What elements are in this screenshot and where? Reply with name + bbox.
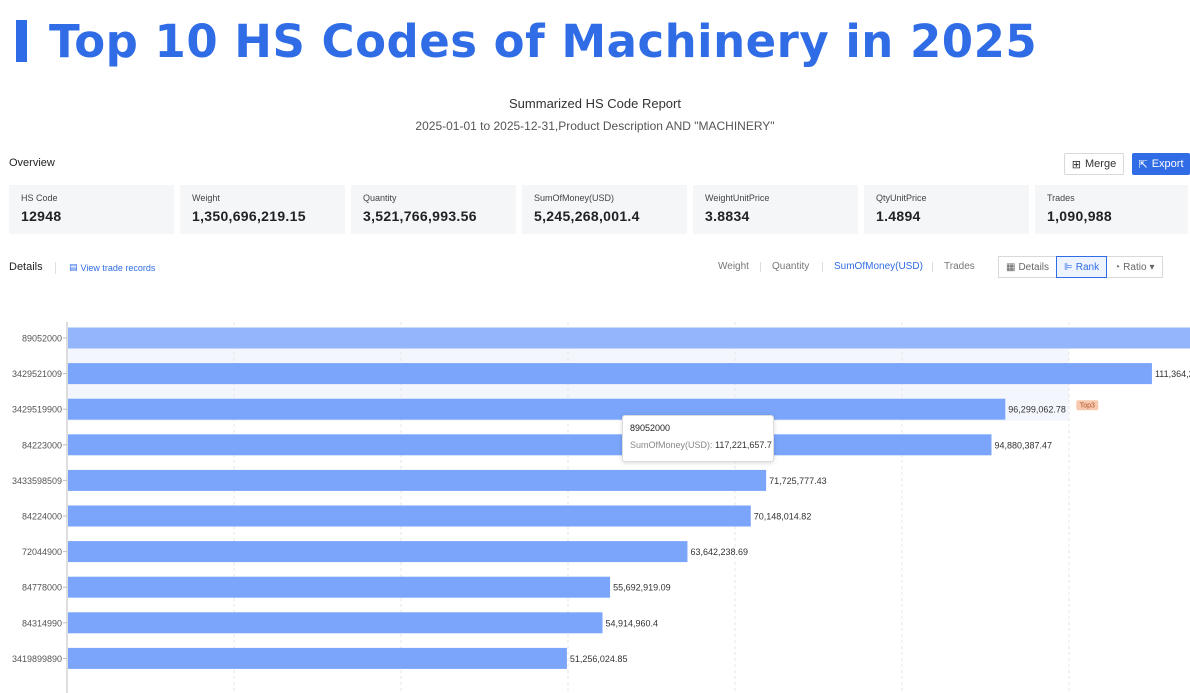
report-title: Summarized HS Code Report [509, 96, 681, 111]
view-switcher: ▦ Details ⊫ Rank ◔ Ratio ▾ [998, 256, 1163, 278]
overview-cards: HS Code 12948 Weight 1,350,696,219.15 Qu… [9, 185, 1188, 234]
card-label: SumOfMoney(USD) [534, 193, 615, 203]
card-value: 1,090,988 [1047, 208, 1112, 224]
export-button[interactable]: ⇱ Export [1132, 153, 1190, 175]
merge-button-label: Merge [1085, 158, 1117, 170]
card-value: 1.4894 [876, 208, 921, 224]
details-view-button[interactable]: ▦ Details [998, 256, 1058, 278]
table-icon: ▦ [1006, 261, 1016, 273]
tab-weight[interactable]: Weight [718, 261, 749, 272]
data-label: 63,642,238.69 [690, 547, 748, 557]
hero-title: Top 10 HS Codes of Machinery in 2025 [49, 14, 1038, 68]
card-label: Weight [192, 193, 220, 203]
card-qty-unit-price: QtyUnitPrice 1.4894 [864, 185, 1029, 234]
y-tick-label: 84224000 [22, 512, 62, 522]
bar [68, 612, 603, 634]
hero-header: Top 10 HS Codes of Machinery in 2025 [16, 14, 1037, 68]
y-tick-label: 3433598509 [12, 476, 62, 486]
data-label: 111,364,241.5 [1155, 369, 1190, 379]
y-tick-label: 3429521009 [12, 369, 62, 379]
merge-button[interactable]: ⊞ Merge [1064, 153, 1124, 175]
card-value: 3.8834 [705, 208, 750, 224]
export-button-label: Export [1151, 158, 1184, 170]
hero-accent-bar [16, 20, 27, 62]
card-label: HS Code [21, 193, 58, 203]
data-label: 51,256,024.85 [570, 654, 628, 664]
chart-tooltip: 89052000 SumOfMoney(USD): 117,221,657.7 [622, 415, 774, 462]
details-label: Details [9, 261, 43, 273]
rank-view-button[interactable]: ⊫ Rank [1056, 256, 1108, 278]
divider [822, 262, 823, 272]
card-weight-unit-price: WeightUnitPrice 3.8834 [693, 185, 858, 234]
card-hs-code: HS Code 12948 [9, 185, 174, 234]
bar [68, 647, 567, 669]
tab-quantity[interactable]: Quantity [772, 261, 810, 272]
data-label: 54,914,960.4 [606, 618, 659, 628]
caret-down-icon: ▾ [1149, 261, 1155, 273]
card-sum-of-money: SumOfMoney(USD) 5,245,268,001.4 [522, 185, 687, 234]
report-subtitle: 2025-01-01 to 2025-12-31,Product Descrip… [415, 119, 775, 133]
data-label: 94,880,387.47 [995, 440, 1053, 450]
data-label: 96,299,062.78 [1008, 405, 1066, 415]
data-label: 71,725,777.43 [769, 476, 827, 486]
card-label: Trades [1047, 193, 1075, 203]
bar [68, 434, 992, 456]
y-tick-label: 72044900 [22, 547, 62, 557]
bar [68, 363, 1152, 385]
divider [55, 262, 56, 274]
card-value: 5,245,268,001.4 [534, 208, 640, 224]
pie-chart-icon: ◔ [1114, 261, 1121, 273]
y-tick-label: 3429519900 [12, 405, 62, 415]
card-label: Quantity [363, 193, 397, 203]
records-icon: ▤ [69, 262, 78, 272]
y-tick-label: 84223000 [22, 440, 62, 450]
y-tick-label: 3419899890 [12, 654, 62, 664]
tooltip-title: 89052000 [630, 423, 671, 433]
export-icon: ⇱ [1138, 158, 1148, 171]
card-weight: Weight 1,350,696,219.15 [180, 185, 345, 234]
rank-badge-label: Top3 [1080, 403, 1095, 410]
data-label: 70,148,014.82 [754, 512, 812, 522]
data-label: 55,692,919.09 [613, 583, 671, 593]
card-trades: Trades 1,090,988 [1035, 185, 1188, 234]
card-quantity: Quantity 3,521,766,993.56 [351, 185, 516, 234]
rank-badge [1076, 400, 1099, 411]
card-value: 3,521,766,993.56 [363, 208, 477, 224]
rank-view-label: Rank [1075, 261, 1100, 273]
view-trade-records-link[interactable]: ▤ View trade records [69, 262, 155, 273]
card-value: 12948 [21, 208, 62, 224]
view-trade-records-label: View trade records [80, 262, 156, 273]
bar [68, 541, 688, 563]
bar [68, 576, 611, 598]
grid-icon: ⊞ [1071, 158, 1082, 171]
divider [760, 262, 761, 272]
tooltip-key: SumOfMoney(USD) [630, 440, 711, 450]
bar [68, 505, 751, 527]
card-label: WeightUnitPrice [705, 193, 770, 203]
bar [68, 469, 767, 491]
card-label: QtyUnitPrice [876, 193, 927, 203]
tooltip-value: 117,221,657.7 [715, 440, 772, 450]
bar [68, 398, 1006, 420]
tab-sum-of-money[interactable]: SumOfMoney(USD) [834, 261, 923, 272]
ratio-view-button[interactable]: ◔ Ratio ▾ [1106, 256, 1163, 278]
overview-label: Overview [9, 157, 55, 169]
tab-trades[interactable]: Trades [944, 261, 975, 272]
rank-bar-chart: 89052000117,221,657.7Top13429521009111,3… [12, 322, 1190, 693]
details-view-label: Details [1018, 261, 1050, 273]
bar-chart-icon: ⊫ [1064, 261, 1073, 273]
bar [68, 327, 1190, 349]
y-tick-label: 89052000 [22, 334, 62, 344]
tooltip-row: SumOfMoney(USD): 117,221,657.7 [630, 440, 772, 450]
y-tick-label: 84778000 [22, 583, 62, 593]
ratio-view-label: Ratio [1123, 261, 1147, 273]
card-value: 1,350,696,219.15 [192, 208, 306, 224]
y-tick-label: 84314990 [22, 618, 62, 628]
divider [932, 262, 933, 272]
